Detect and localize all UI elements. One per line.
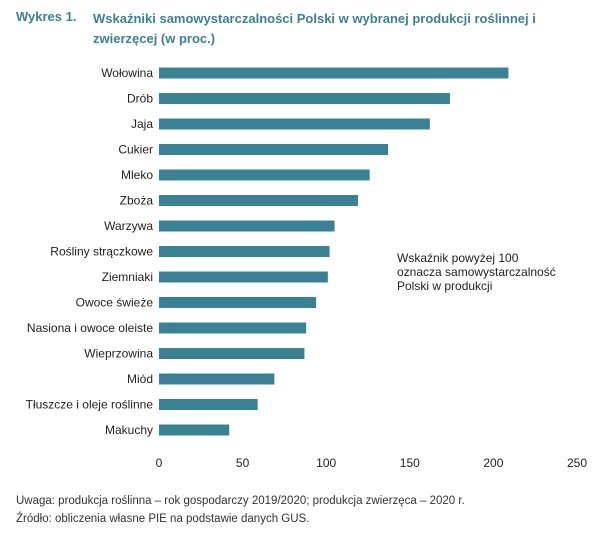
- bar: [159, 271, 328, 283]
- category-label: Drób: [127, 92, 153, 106]
- category-label: Jaja: [131, 117, 153, 131]
- x-tick-label: 150: [400, 456, 420, 470]
- x-tick-label: 50: [236, 456, 250, 470]
- bar: [159, 399, 258, 410]
- category-label: Cukier: [118, 143, 153, 157]
- bar: [159, 195, 358, 206]
- x-tick-label: 100: [316, 456, 336, 470]
- bar: [159, 93, 450, 104]
- category-label: Rośliny strączkowe: [50, 245, 153, 259]
- bar: [159, 348, 305, 359]
- bar: [159, 169, 370, 181]
- category-label: Wołowina: [101, 66, 153, 80]
- category-label: Ziemniaki: [102, 270, 153, 284]
- category-label: Warzywa: [104, 219, 153, 233]
- bar-chart: Wołowina Drób Jaja Cukier Mleko Zboża Warzywa R…: [26, 66, 588, 470]
- note-source: Źródło: obliczenia własne PIE na podstaw…: [16, 513, 310, 525]
- x-tick-label: 200: [483, 456, 503, 470]
- x-tick-label: 0: [156, 456, 163, 470]
- x-tick-label: 250: [567, 456, 587, 470]
- bar: [159, 144, 389, 155]
- category-label: Tłuszcze i oleje roślinne: [26, 398, 154, 412]
- chart-annotation: Wskaźnik powyżej 100 oznacza samowystarc…: [397, 251, 556, 293]
- chart-title: Wskaźniki samowystarczalności Polski w w…: [93, 11, 536, 46]
- chart-notes: Uwaga: produkcja roślinna – rok gospodar…: [16, 492, 465, 528]
- bar: [159, 322, 307, 334]
- category-label: Mleko: [121, 168, 153, 182]
- figure-number: Wykres 1.: [16, 9, 77, 24]
- category-label: Wieprzowina: [84, 347, 153, 361]
- bar: [159, 297, 317, 308]
- category-label: Zboża: [120, 194, 154, 208]
- bar: [159, 246, 330, 257]
- category-label: Owoce świeże: [76, 296, 154, 310]
- bar: [159, 373, 275, 385]
- category-label: Nasiona i owoce oleiste: [27, 321, 153, 335]
- bar: [159, 424, 230, 436]
- bar: [159, 118, 430, 130]
- category-label: Miód: [127, 372, 153, 386]
- note-uwaga: Uwaga: produkcja roślinna – rok gospodar…: [16, 495, 465, 507]
- bar: [159, 67, 509, 79]
- category-label: Makuchy: [105, 423, 153, 437]
- bar: [159, 220, 335, 232]
